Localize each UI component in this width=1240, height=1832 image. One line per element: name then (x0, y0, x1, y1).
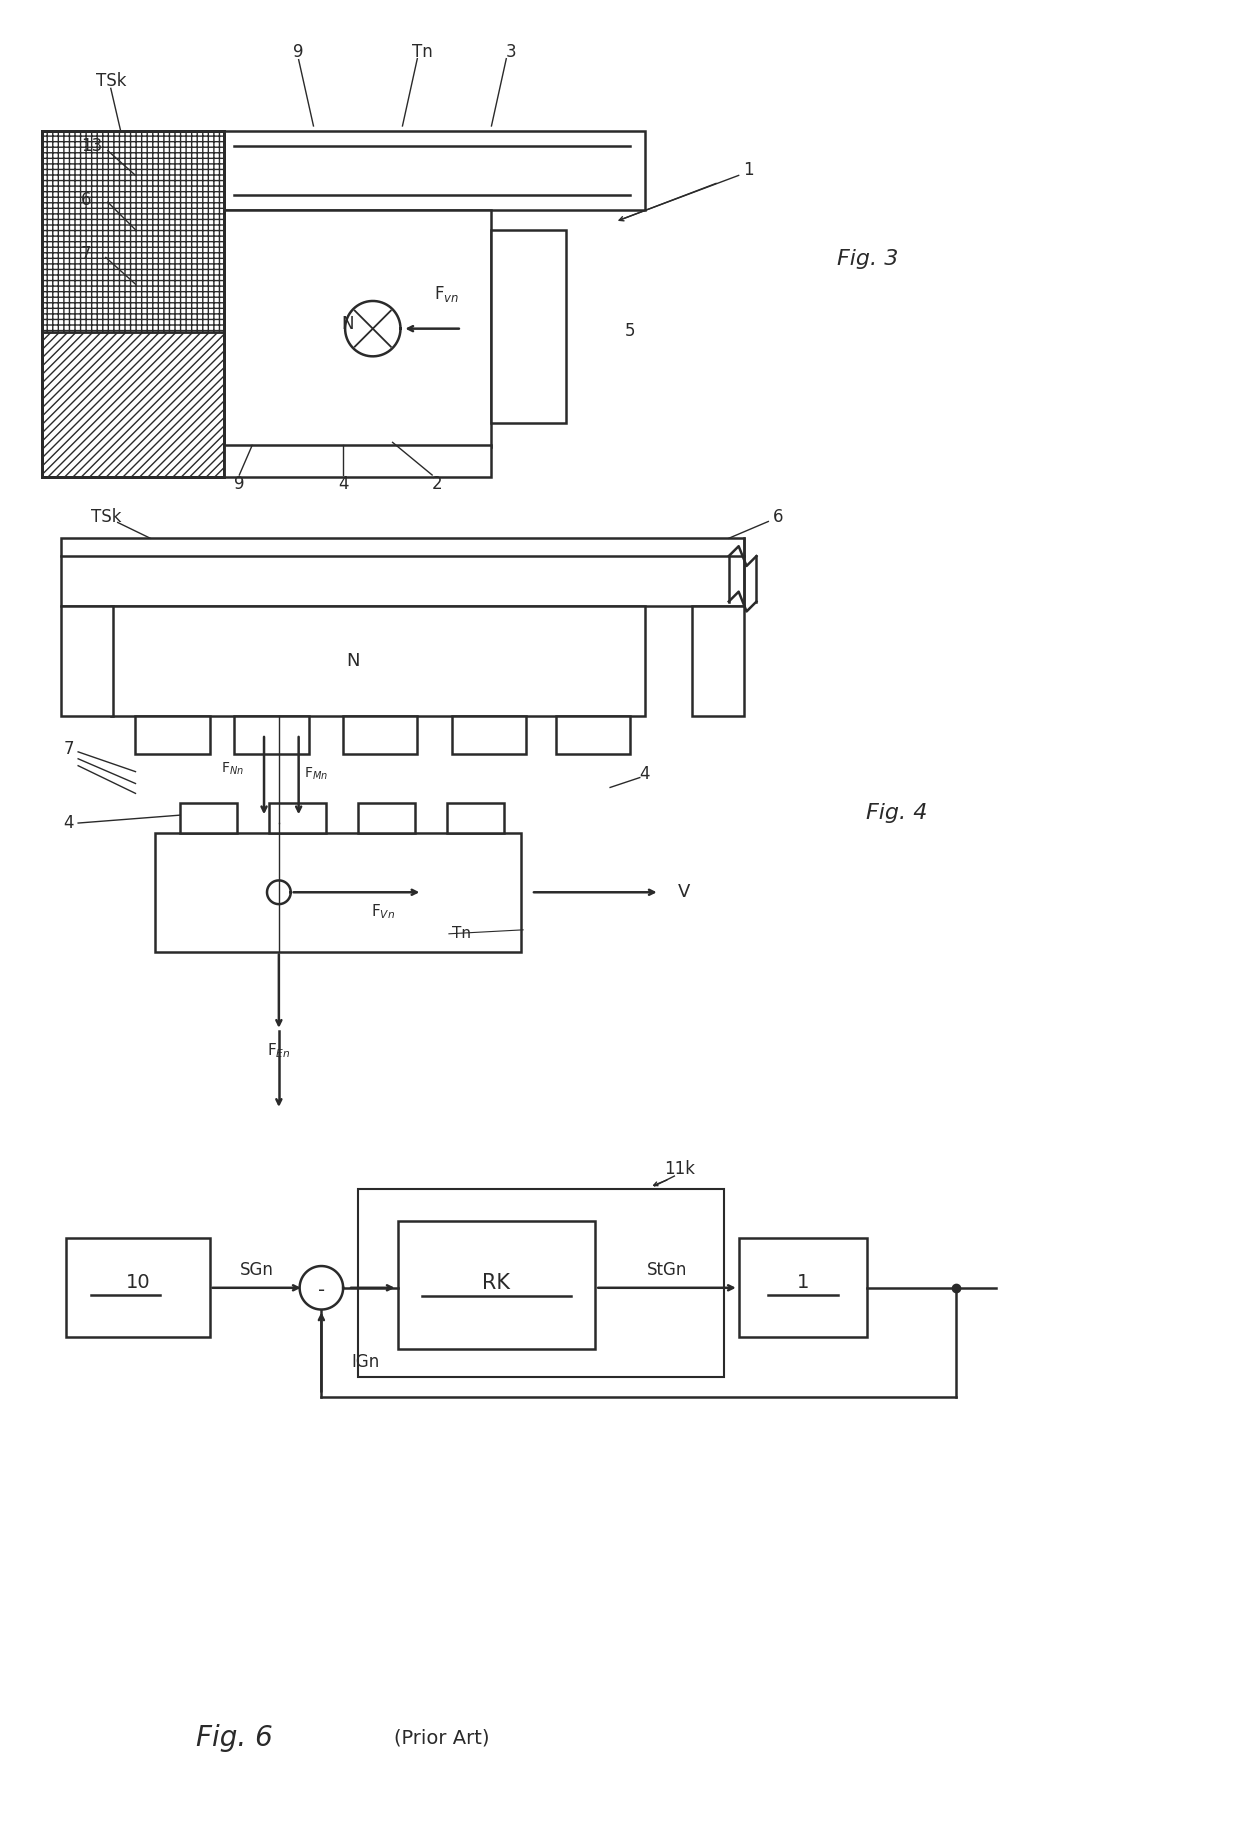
Text: 9: 9 (234, 474, 244, 493)
Bar (66, 1238, 210, 1337)
Text: StGn: StGn (647, 1260, 688, 1279)
Text: Fig. 3: Fig. 3 (837, 249, 898, 269)
Bar (358, 1189, 724, 1378)
Text: Tn: Tn (412, 42, 433, 60)
Bar (42, 130, 224, 476)
Bar (358, 802, 415, 834)
Text: 4: 4 (640, 764, 650, 782)
Bar (135, 716, 210, 753)
Text: 6: 6 (81, 191, 92, 209)
Bar (556, 716, 630, 753)
Text: Tn: Tn (451, 927, 471, 942)
Bar (219, 130, 645, 211)
Text: F$_{Nn}$: F$_{Nn}$ (222, 760, 244, 777)
Text: 4: 4 (337, 474, 348, 493)
Text: TSk: TSk (91, 507, 122, 526)
Text: V: V (678, 883, 691, 901)
Bar (224, 211, 491, 447)
Text: F$_{vn}$: F$_{vn}$ (434, 284, 460, 304)
Bar (42, 130, 224, 332)
Text: (Prior Art): (Prior Art) (394, 1728, 490, 1748)
Text: Fig. 6: Fig. 6 (196, 1724, 273, 1751)
Text: N: N (346, 652, 360, 671)
Bar (61, 606, 113, 716)
Text: IGn: IGn (351, 1354, 379, 1370)
Bar (224, 445, 491, 476)
Text: 5: 5 (625, 322, 635, 339)
Text: 7: 7 (63, 740, 74, 758)
Text: 1: 1 (797, 1273, 810, 1292)
Bar (234, 716, 309, 753)
Text: 1: 1 (743, 161, 754, 180)
Text: N: N (342, 315, 355, 333)
Bar (739, 1238, 867, 1337)
Text: 13: 13 (81, 137, 103, 154)
Text: F$_{Mn}$: F$_{Mn}$ (304, 766, 327, 782)
Bar (110, 606, 645, 716)
Bar (446, 802, 505, 834)
Text: 7: 7 (81, 245, 92, 264)
Text: 4: 4 (63, 813, 74, 832)
Bar (451, 716, 526, 753)
Bar (155, 834, 521, 951)
Bar (42, 332, 224, 476)
Bar (398, 1220, 595, 1348)
Bar (491, 229, 565, 423)
Text: 6: 6 (773, 507, 784, 526)
Text: RK: RK (482, 1273, 511, 1293)
Text: 10: 10 (126, 1273, 151, 1292)
Text: SGn: SGn (241, 1260, 274, 1279)
Text: 11k: 11k (663, 1160, 694, 1178)
Bar (692, 606, 744, 716)
Bar (269, 802, 326, 834)
Text: Fig. 4: Fig. 4 (867, 802, 928, 823)
Text: TSk: TSk (95, 73, 126, 90)
Text: F$_{En}$: F$_{En}$ (267, 1041, 290, 1061)
Bar (180, 802, 237, 834)
Bar (343, 716, 418, 753)
Text: F$_{Vn}$: F$_{Vn}$ (371, 903, 394, 921)
Text: 9: 9 (294, 42, 304, 60)
Text: 2: 2 (432, 474, 443, 493)
Bar (61, 539, 744, 606)
Text: 3: 3 (506, 42, 517, 60)
Text: -: - (317, 1281, 325, 1301)
